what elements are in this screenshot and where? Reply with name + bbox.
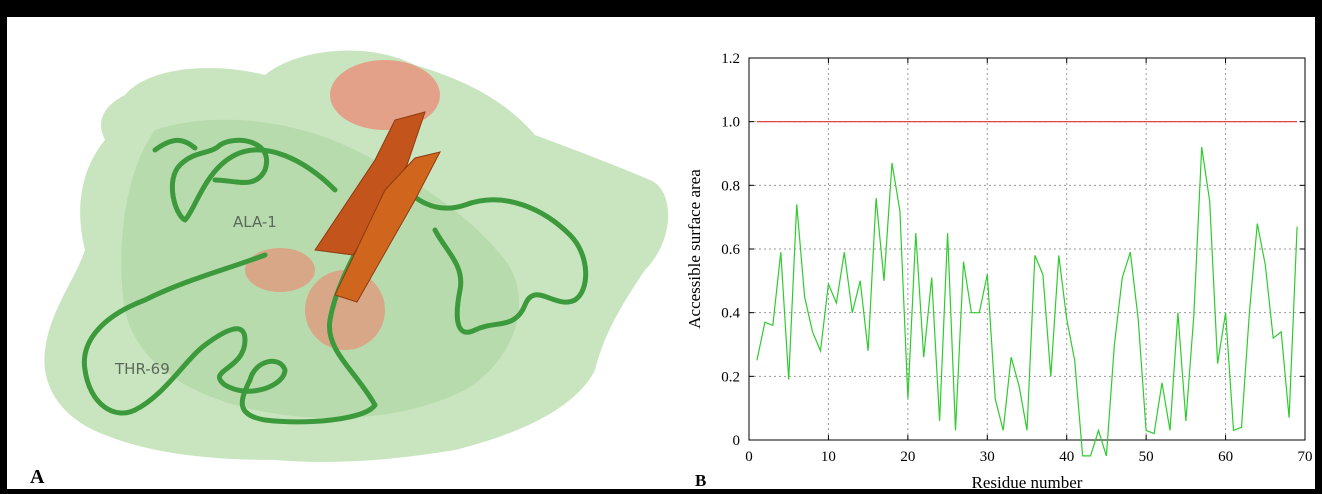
protein-coil [152,137,198,153]
surface-shading [121,119,520,419]
beta-strand [334,151,441,303]
beta-strand [314,111,426,256]
x-tick-label: 50 [1139,449,1154,465]
x-tick-label: 60 [1218,449,1233,465]
x-tick-label: 0 [745,449,753,465]
y-tick-label: 0.8 [721,178,740,194]
residue-label-thr69: THR-69 [114,360,170,378]
axis-ticks: 0 10 20 30 40 50 60 70 0 0.2 0.4 0.6 0.8 1.0 1.2 [721,51,1312,465]
protein-coil [392,177,589,335]
x-tick-label: 10 [821,449,836,465]
highlight-region [245,248,315,292]
x-tick-label: 30 [980,449,995,465]
series-lines [756,121,1298,457]
x-axis-title: Residue number [972,473,1083,492]
protein-coil [81,217,378,425]
highlight-region [305,270,385,350]
x-tick-label: 40 [1059,449,1074,465]
y-tick-label: 0 [733,433,741,449]
y-tick-label: 0.2 [721,369,740,385]
y-tick-label: 1.2 [721,51,740,67]
y-tick-label: 1.0 [721,115,740,131]
protein-structure-image: ALA-1 THR-69 [44,50,669,462]
highlight-region [330,60,440,130]
panel-a-label: A [30,466,45,488]
plot-frame [748,57,1306,441]
y-tick-label: 0.4 [721,306,740,322]
x-tick-label: 20 [900,449,915,465]
asa-series-line [756,147,1298,457]
gridlines [749,58,1305,440]
y-axis-title: Accessible surface area [685,169,704,329]
panel-b-label: B [695,471,707,490]
protein-coil [169,137,338,223]
x-tick-label: 70 [1298,449,1313,465]
y-tick-label: 0.6 [721,242,740,258]
residue-label-ala1: ALA-1 [233,213,277,231]
